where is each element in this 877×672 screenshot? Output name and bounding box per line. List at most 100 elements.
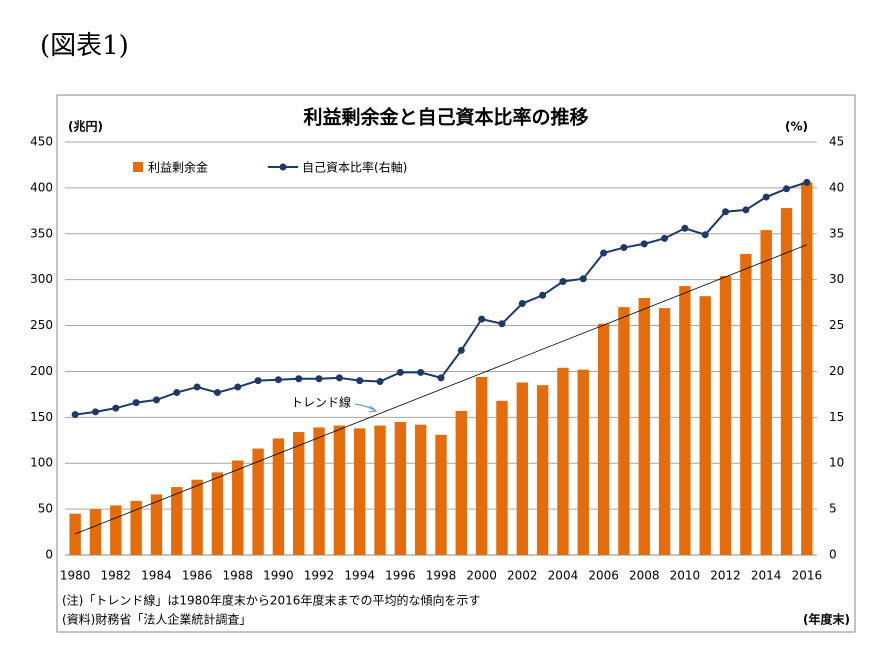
bar	[313, 427, 325, 555]
legend-label: 自己資本比率(右軸)	[302, 160, 407, 175]
bar	[211, 472, 224, 555]
marker	[722, 208, 730, 216]
marker	[254, 377, 262, 385]
marker	[681, 224, 689, 232]
marker	[152, 396, 160, 404]
bar	[394, 421, 407, 555]
bar	[130, 500, 142, 555]
legend-swatch	[133, 162, 143, 172]
marker	[742, 206, 750, 214]
y-tick-label: 100	[30, 456, 53, 470]
y-tick-label: 450	[30, 135, 53, 149]
x-tick-label: 2016	[792, 569, 823, 583]
trend-arrow	[354, 403, 378, 413]
marker	[783, 185, 791, 193]
marker	[600, 249, 608, 257]
marker	[457, 346, 465, 354]
marker	[315, 375, 323, 383]
marker	[803, 178, 811, 186]
x-tick-label: 1998	[426, 569, 457, 583]
y-axis-label: (兆円)	[68, 119, 103, 134]
x-tick-label: 2008	[629, 569, 660, 583]
bar	[354, 428, 366, 555]
marker	[539, 291, 547, 299]
y-tick-label: 0	[45, 548, 53, 562]
legend-marker	[279, 163, 287, 171]
marker	[335, 374, 343, 382]
marker	[274, 376, 282, 384]
y-tick-label: 50	[38, 502, 53, 516]
marker	[701, 231, 709, 239]
heading: (図表1)	[40, 31, 129, 61]
chart-title: 利益剰余金と自己資本比率の推移	[303, 106, 588, 129]
x-tick-label: 1992	[304, 569, 335, 583]
bar	[333, 425, 346, 555]
y2-tick-label: 10	[829, 456, 844, 470]
marker	[518, 300, 526, 308]
bar	[658, 308, 671, 555]
x-tick-label: 1990	[263, 569, 294, 583]
marker	[396, 368, 404, 376]
y2-tick-label: 45	[829, 135, 844, 149]
x-tick-label: 1994	[344, 569, 375, 583]
bar	[171, 487, 183, 555]
bar	[516, 382, 528, 555]
marker	[213, 389, 221, 397]
y2-tick-label: 35	[829, 226, 844, 240]
y2-tick-label: 25	[829, 318, 844, 332]
bar	[252, 448, 264, 555]
marker	[295, 375, 303, 383]
x-tick-label: 1980	[60, 569, 91, 583]
x-tick-label: 2000	[466, 569, 497, 583]
bar	[577, 369, 589, 555]
bar	[475, 376, 488, 555]
bar	[638, 298, 650, 555]
bar	[293, 432, 305, 555]
marker	[173, 389, 181, 397]
marker	[559, 278, 567, 286]
marker	[71, 411, 79, 419]
marker	[193, 383, 201, 391]
note: (注)「トレンド線」は1980年度末から2016年度末までの平均的な傾向を示す	[62, 593, 480, 608]
x-tick-label: 1996	[385, 569, 416, 583]
y2-tick-label: 20	[829, 364, 844, 378]
marker	[620, 244, 628, 252]
y2-tick-label: 30	[829, 272, 844, 286]
bar	[557, 367, 569, 555]
bar	[110, 505, 122, 555]
x-tick-label: 1982	[101, 569, 132, 583]
y2-axis-label: (%)	[785, 120, 808, 134]
y-tick-label: 200	[30, 364, 53, 378]
marker	[132, 399, 140, 407]
y-tick-label: 150	[30, 410, 53, 424]
marker	[417, 368, 425, 376]
bar	[69, 513, 81, 555]
x-tick-label: 2012	[710, 569, 741, 583]
marker	[91, 408, 99, 416]
y2-tick-label: 40	[829, 180, 844, 194]
y2-tick-label: 0	[829, 548, 837, 562]
bar	[455, 410, 468, 555]
bar	[780, 208, 793, 555]
bar	[801, 182, 813, 556]
marker	[356, 377, 364, 385]
y2-tick-label: 5	[829, 502, 837, 516]
bar	[760, 230, 772, 555]
marker	[498, 320, 506, 328]
bar	[699, 296, 711, 555]
trend-line	[75, 244, 807, 535]
x-tick-label: 2014	[751, 569, 782, 583]
x-tick-label: 1984	[141, 569, 172, 583]
bar	[597, 323, 610, 555]
bar	[679, 286, 691, 555]
x-tick-label: 2002	[507, 569, 538, 583]
marker	[112, 404, 120, 412]
marker	[661, 234, 669, 242]
x-tick-label: 2010	[670, 569, 701, 583]
bar	[740, 253, 752, 556]
y2-tick-label: 15	[829, 410, 844, 424]
y-tick-label: 400	[30, 180, 53, 194]
marker	[640, 240, 648, 248]
